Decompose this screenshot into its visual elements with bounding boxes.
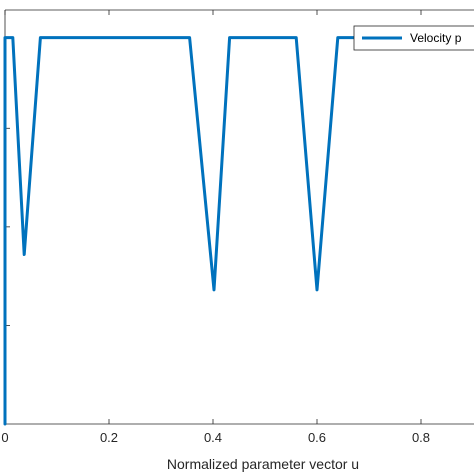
x-tick-label: 0.4 bbox=[204, 430, 222, 445]
x-tick-label: 0.6 bbox=[308, 430, 326, 445]
series-line bbox=[3, 36, 474, 426]
x-tick-label: 0.2 bbox=[100, 430, 118, 445]
axes bbox=[4, 9, 474, 425]
ticks: 0 0.2 0.4 0.6 0.8 bbox=[1, 10, 430, 445]
legend-label: Velocity p bbox=[410, 31, 462, 45]
x-tick-label: 0.8 bbox=[412, 430, 430, 445]
legend: Velocity p bbox=[353, 25, 474, 51]
x-tick-label: 0 bbox=[1, 430, 8, 445]
x-axis-label: Normalized parameter vector u bbox=[167, 456, 359, 472]
series bbox=[3, 36, 474, 426]
